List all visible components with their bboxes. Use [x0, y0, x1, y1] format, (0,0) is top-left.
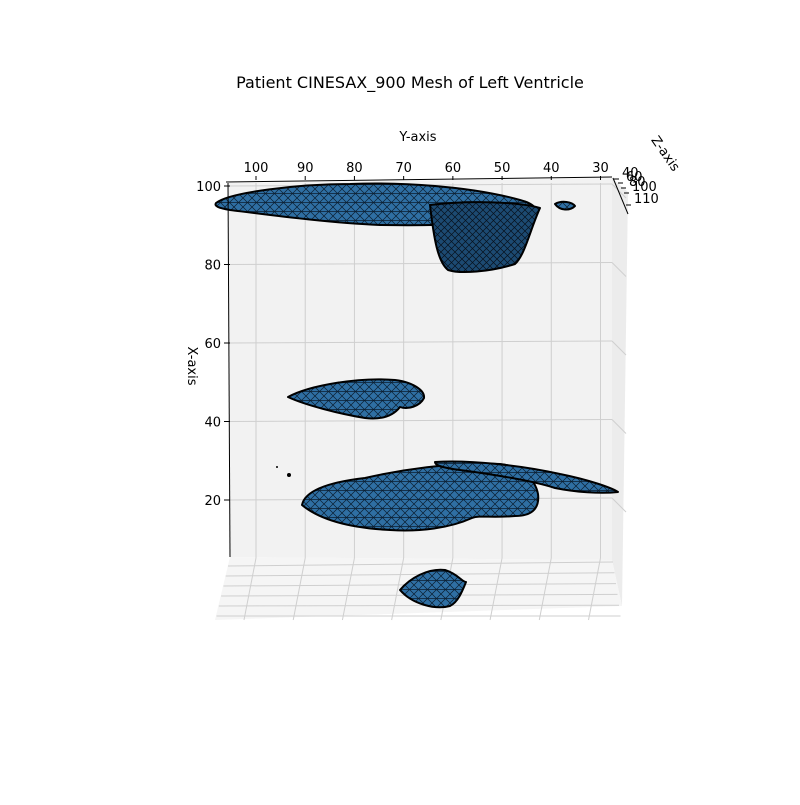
mesh-middle — [287, 378, 425, 420]
x-axis-label: X-axis — [184, 347, 199, 386]
x-tick-label: 100 — [196, 180, 221, 195]
grid-line-side — [611, 497, 627, 513]
z-tick-label: 110 — [634, 192, 659, 207]
back-pane — [228, 178, 612, 560]
x-tick-label: 40 — [204, 416, 221, 431]
y-tick-label: 70 — [395, 161, 412, 176]
grid-line-side — [611, 419, 627, 434]
x-axis-line — [227, 182, 231, 558]
x-tick-label: 60 — [204, 337, 221, 352]
grid-line-side — [611, 262, 627, 277]
mesh-speck — [276, 466, 278, 468]
side-pane — [612, 178, 628, 606]
y-tick-label: 90 — [297, 161, 314, 176]
mesh-bottom — [399, 568, 467, 609]
mesh-lower-right — [434, 460, 619, 494]
mesh-speck — [287, 473, 291, 477]
mesh-surfaces — [214, 182, 619, 609]
grid-line-floor — [538, 557, 552, 621]
grid-line-floor — [243, 557, 257, 621]
grid-line-depth — [218, 604, 620, 607]
z-axis-label: Z-axis — [647, 134, 682, 175]
chart-title: Patient CINESAX_900 Mesh of Left Ventric… — [236, 73, 584, 93]
mesh-lower-main — [301, 462, 540, 532]
y-axis-label: Y-axis — [398, 130, 436, 145]
grid-line-floor — [391, 557, 405, 621]
grid-line-x — [228, 262, 613, 265]
grid-line-x — [228, 419, 613, 422]
y-tick-label: 50 — [494, 161, 511, 176]
y-axis-line — [225, 176, 613, 183]
grid-line-floor — [588, 557, 601, 621]
grid-line-side — [611, 183, 627, 199]
grid-line-depth — [227, 561, 614, 567]
y-tick-label: 100 — [244, 161, 269, 176]
z-tick-label: 100 — [632, 180, 657, 195]
grid-line-x — [228, 340, 613, 344]
y-tick-label: 80 — [346, 161, 363, 176]
grid-line-floor — [341, 557, 355, 621]
grid-line-floor — [489, 557, 503, 621]
x-tick-label: 80 — [204, 259, 221, 274]
y-tick-label: 30 — [592, 161, 609, 176]
z-axis-line — [612, 177, 629, 215]
x-tick-label: 20 — [204, 494, 221, 509]
z-tick-label: 40 — [622, 166, 639, 181]
grid-line-side — [611, 340, 627, 356]
y-tick-label: 60 — [445, 161, 462, 176]
mesh-top-cup — [429, 201, 541, 273]
z-tick-label: 60 — [626, 170, 643, 185]
mesh-top-small — [554, 200, 576, 211]
grid-line-floor — [292, 557, 306, 621]
y-tick-label: 40 — [543, 161, 560, 176]
z-tick-label: 80 — [629, 175, 646, 190]
